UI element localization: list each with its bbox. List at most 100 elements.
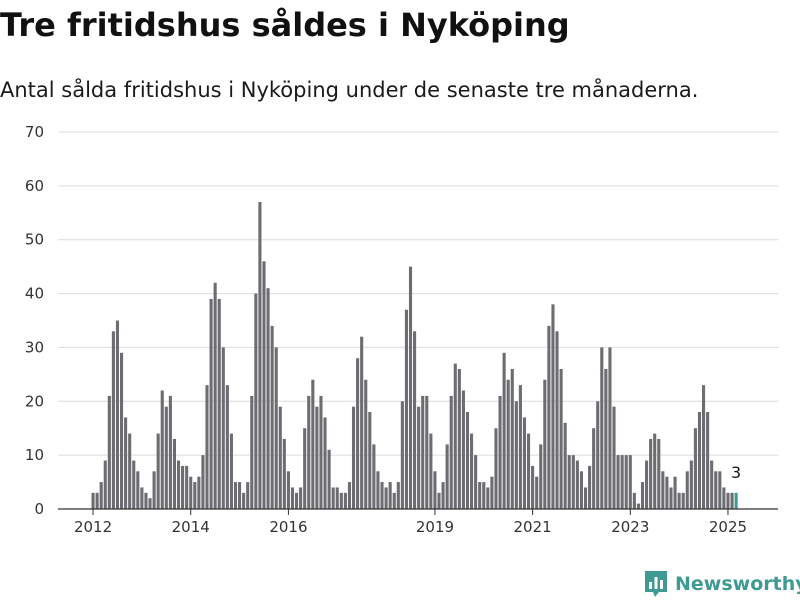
x-tick-label: 2023 — [611, 518, 649, 536]
bar — [588, 465, 592, 509]
bar — [689, 460, 693, 509]
bars — [91, 202, 738, 509]
bar — [649, 438, 653, 509]
bar — [547, 325, 551, 509]
bar — [624, 455, 628, 509]
bar — [710, 460, 714, 509]
bar — [486, 487, 490, 509]
bar — [156, 433, 160, 509]
bar — [299, 487, 303, 509]
bar — [514, 401, 518, 509]
bar — [384, 487, 388, 509]
bar — [132, 460, 136, 509]
bar — [152, 471, 156, 509]
bar — [433, 471, 437, 509]
bar — [205, 385, 209, 509]
y-axis-ticks: 0 10 20 30 40 50 60 70 — [25, 123, 44, 518]
bar — [404, 309, 408, 509]
bar — [702, 385, 706, 509]
bar — [356, 358, 360, 509]
bar — [596, 401, 600, 509]
chart-title: Tre fritidshus såldes i Nyköping — [0, 6, 570, 44]
bar — [115, 320, 120, 509]
bar — [193, 482, 197, 509]
bar — [441, 482, 445, 509]
last-value-label: 3 — [731, 463, 741, 482]
bar — [628, 455, 632, 509]
bar — [103, 460, 107, 509]
bar — [685, 471, 689, 509]
bar — [494, 428, 498, 509]
bar — [91, 492, 95, 509]
bar — [632, 492, 636, 509]
bar — [327, 449, 331, 509]
bar — [413, 331, 417, 509]
bar — [209, 298, 213, 509]
x-tick-label: 2025 — [709, 518, 747, 536]
bar — [457, 368, 461, 509]
bar — [242, 492, 246, 509]
bar — [461, 390, 465, 509]
bar — [270, 325, 274, 509]
x-tick-label: 2014 — [172, 518, 210, 536]
bar — [238, 482, 242, 509]
bar — [250, 395, 254, 509]
bar — [400, 401, 404, 509]
bar — [653, 433, 657, 509]
bar — [95, 492, 99, 509]
bar — [567, 455, 571, 509]
bar — [421, 395, 425, 509]
bar — [217, 298, 221, 509]
bar — [706, 412, 710, 509]
bar — [295, 492, 299, 509]
bar — [229, 433, 233, 509]
bar — [673, 476, 677, 509]
bar — [543, 379, 547, 509]
data-labels: 3 — [731, 463, 741, 482]
bar — [111, 331, 115, 509]
bar — [360, 336, 364, 509]
bar — [339, 492, 343, 509]
bar — [119, 352, 124, 509]
bar — [303, 428, 307, 509]
bar — [722, 487, 726, 509]
bar — [254, 293, 258, 509]
newsworthy-logo-text: Newsworthy — [675, 573, 800, 595]
bar — [380, 482, 384, 509]
bar — [266, 288, 270, 509]
bar — [478, 482, 482, 509]
bar — [148, 498, 152, 509]
bar — [583, 487, 588, 509]
bar — [168, 395, 172, 509]
bar — [526, 433, 531, 509]
bar — [714, 471, 718, 509]
bar — [311, 379, 315, 509]
bar — [730, 492, 734, 509]
bar — [307, 395, 311, 509]
bar — [335, 487, 339, 509]
y-tick-label: 60 — [25, 177, 44, 195]
bar — [392, 492, 396, 509]
bar — [185, 465, 189, 509]
bar — [417, 406, 421, 509]
bar — [286, 471, 290, 509]
bar — [531, 465, 535, 509]
bar — [189, 476, 193, 509]
x-tick-label: 2012 — [74, 518, 112, 536]
bar — [616, 455, 620, 509]
bar — [677, 492, 681, 509]
bar — [604, 368, 608, 509]
bar — [474, 455, 478, 509]
bar — [262, 261, 266, 509]
bar — [470, 433, 474, 509]
newsworthy-logo-icon — [645, 571, 667, 597]
bar — [107, 395, 111, 509]
grid-lines — [58, 131, 778, 456]
bar — [274, 347, 278, 509]
bar — [539, 444, 543, 509]
bar — [368, 412, 372, 509]
bar — [388, 482, 392, 509]
bar — [681, 492, 685, 509]
bar — [571, 455, 575, 509]
bar — [669, 487, 673, 509]
